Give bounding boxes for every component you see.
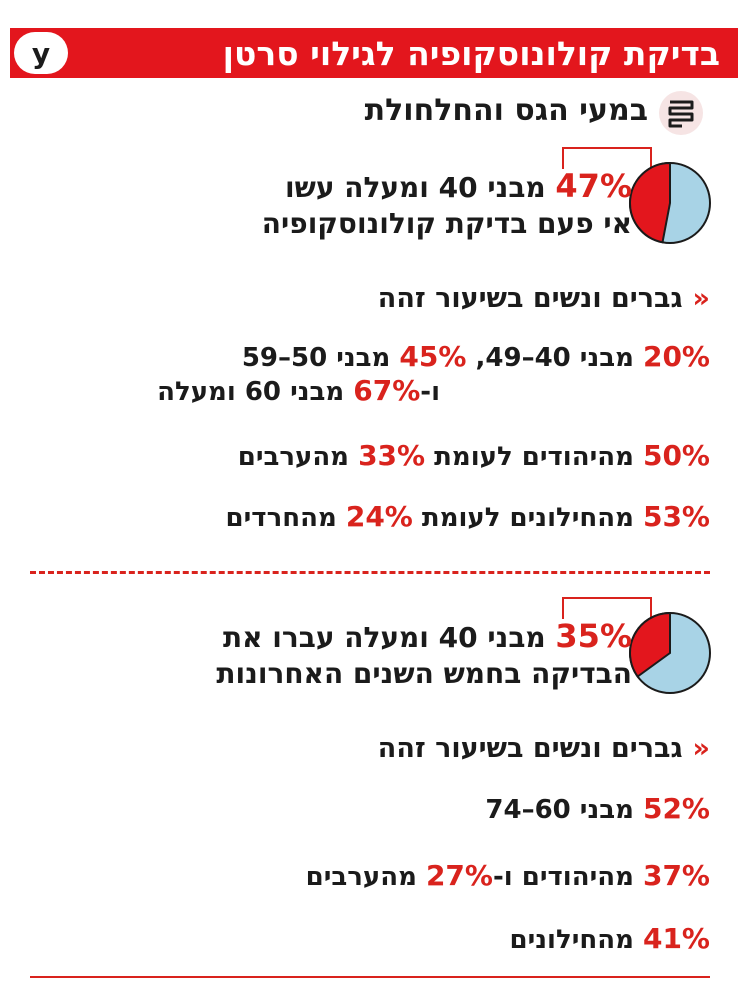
stat-2-line-1: 35% מבני 40 ומעלה עברו את (216, 618, 632, 656)
age-line-2-text: מבני 60 ומעלה (157, 377, 354, 407)
age-line-2-prefix: ו- (420, 377, 440, 407)
age-line-2-pct: 67% (353, 374, 421, 407)
age-line-1: 20% מבני 40–49, 45% מבני 50–59 (242, 340, 710, 375)
intestine-icon (659, 91, 703, 135)
secular-line-1-text-1: מהחילונים לעומת (412, 503, 643, 533)
age-line-3-pct: 52% (642, 792, 710, 825)
religion-line-1-pct-2: 33% (358, 439, 426, 472)
subtitle: במעי הגס והחלחולת (364, 93, 648, 128)
age-line-1-pct-1: 20% (642, 340, 710, 373)
pie-1-slice-highlight (629, 161, 671, 244)
stat-2-text-1: מבני 40 ומעלה עברו את (223, 621, 556, 654)
subhead-1: « גברים ונשים בשיעור זהה (378, 283, 710, 314)
subhead-1-text: גברים ונשים בשיעור זהה (377, 283, 683, 314)
religion-line-2-pct-1: 37% (642, 859, 710, 892)
stat-block-1: 47% מבני 40 ומעלה עשו אי פעם בדיקת קולונ… (262, 168, 632, 242)
stat-block-2: 35% מבני 40 ומעלה עברו את הבדיקה בחמש הש… (216, 618, 632, 692)
logo-badge: y (14, 32, 68, 74)
age-line-2: ו-67% מבני 60 ומעלה (157, 374, 440, 409)
bottom-rule (30, 976, 710, 978)
pie-chart-2 (629, 611, 711, 694)
religion-line-2-pct-2: 27% (425, 859, 493, 892)
secular-line-1-text-2: מהחרדים (225, 503, 346, 533)
age-line-3: 52% מבני 60–74 (485, 792, 710, 827)
subhead-2: « גברים ונשים בשיעור זהה (378, 733, 710, 764)
stat-1-text-1: מבני 40 ומעלה עשו (284, 171, 556, 204)
religion-line-1-text-2: מהערבים (237, 442, 359, 472)
age-line-1-pct-2: 45% (399, 340, 467, 373)
section-divider (30, 571, 710, 574)
religion-line-1-pct-1: 50% (642, 439, 710, 472)
logo-letter: y (31, 36, 51, 70)
subhead-1-arrow-icon: « (692, 283, 710, 314)
pie-callout-bracket-1 (562, 147, 652, 169)
secular-line-1-pct-2: 24% (345, 500, 413, 533)
religion-line-1-text-1: מהיהודים לעומת (425, 442, 643, 472)
secular-line-2: 41% מהחילונים (510, 922, 710, 957)
stat-2-text-2: הבדיקה בחמש השנים האחרונות (216, 657, 632, 690)
secular-line-1-pct-1: 53% (642, 500, 710, 533)
religion-line-2: 37% מהיהודים ו-27% מהערבים (306, 859, 710, 894)
secular-line-2-pct: 41% (642, 922, 710, 955)
stat-1-line-1: 47% מבני 40 ומעלה עשו (262, 168, 632, 206)
religion-line-2-text-1: מהיהודים ו- (492, 862, 643, 892)
pie-chart-1 (629, 161, 711, 244)
stat-2-percent: 35% (555, 617, 632, 655)
stat-1-text-2: אי פעם בדיקת קולונוסקופיה (261, 207, 632, 240)
religion-line-2-text-2: מהערבים (305, 862, 426, 892)
age-line-1-text-1: מבני 40–49, (466, 343, 643, 373)
secular-line-2-text: מהחילונים (509, 925, 643, 955)
stat-1-percent: 47% (555, 167, 632, 205)
pie-callout-bracket-2 (562, 597, 652, 619)
religion-line-1: 50% מהיהודים לעומת 33% מהערבים (238, 439, 710, 474)
secular-line-1: 53% מהחילונים לעומת 24% מהחרדים (226, 500, 710, 535)
subhead-2-arrow-icon: « (692, 733, 710, 764)
subhead-2-text: גברים ונשים בשיעור זהה (377, 733, 683, 764)
pie-2-slice-highlight (629, 611, 671, 678)
age-line-3-text: מבני 60–74 (485, 795, 643, 825)
age-line-1-text-2: מבני 50–59 (241, 343, 400, 373)
header-bar: בדיקת קולונוסקופיה לגילוי סרטן (10, 28, 738, 78)
header-title: בדיקת קולונוסקופיה לגילוי סרטן (222, 33, 720, 73)
